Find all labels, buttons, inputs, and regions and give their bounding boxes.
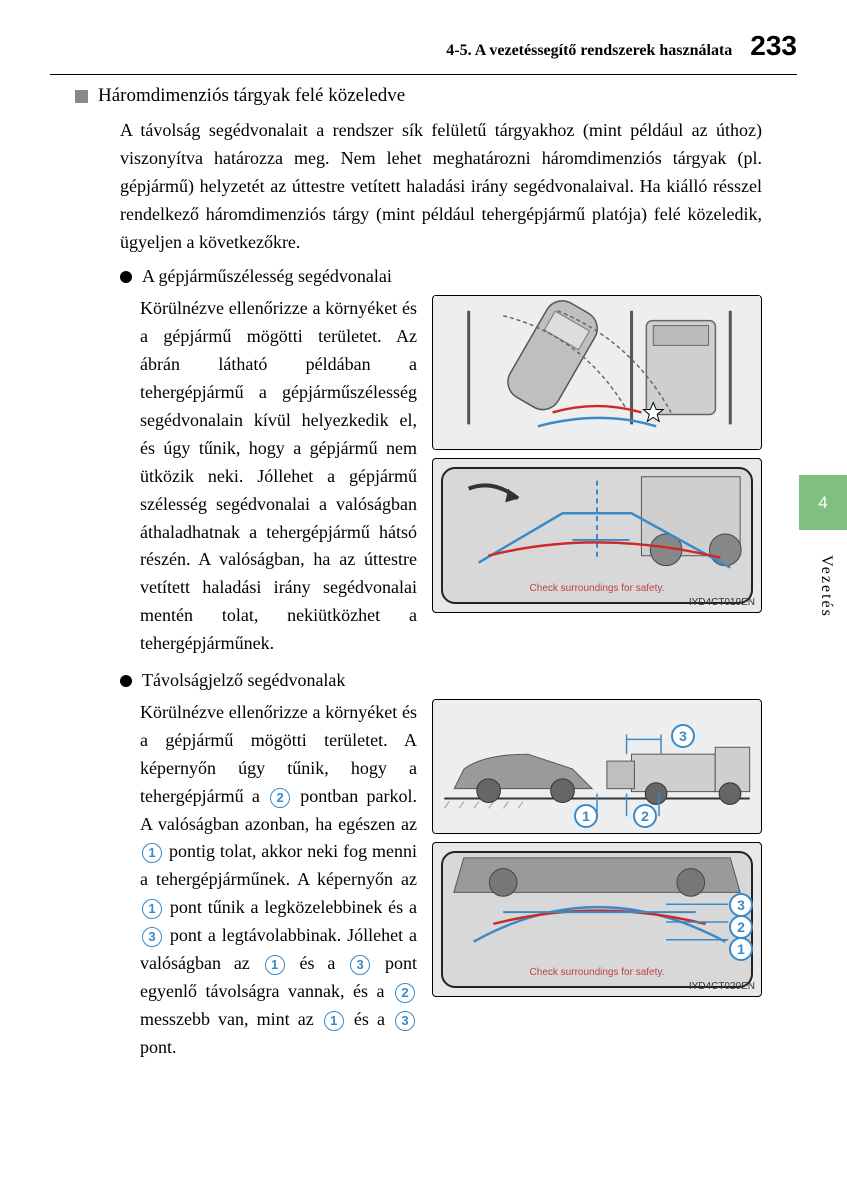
circled-1-icon: 1 bbox=[142, 899, 162, 919]
section-title: Háromdimenziós tárgyak felé közeledve bbox=[98, 85, 405, 107]
square-bullet-icon bbox=[75, 90, 88, 103]
circled-1-icon: 1 bbox=[324, 1011, 344, 1031]
bullet-2-label: Távolságjelző segédvonalak bbox=[142, 670, 345, 691]
figure-2-top: 1 2 3 bbox=[432, 699, 762, 834]
chapter-number: 4 bbox=[818, 493, 827, 513]
para-2: Körülnézve ellenőrizze a környéket és a … bbox=[140, 699, 417, 1062]
callout-2: 2 bbox=[633, 804, 657, 828]
section-breadcrumb: 4-5. A vezetéssegítő rendszerek használa… bbox=[446, 42, 732, 60]
p2-t5: és a bbox=[299, 953, 348, 973]
circled-2-icon: 2 bbox=[395, 983, 415, 1003]
p2-t3: pont tűnik a legközelebbinek és a bbox=[170, 897, 417, 917]
callout-1: 1 bbox=[729, 937, 753, 961]
round-bullet-icon bbox=[120, 675, 132, 687]
bullet-1-label: A gépjárműszélesség segédvonalai bbox=[142, 266, 392, 287]
callout-2: 2 bbox=[729, 915, 753, 939]
parking-topview-diagram bbox=[433, 296, 761, 449]
fig1-safety-text: Check surroundings for safety. bbox=[530, 583, 665, 594]
figure-2-bottom: 3 2 1 Check surroundings for safety. IYD… bbox=[432, 842, 762, 997]
page-header: 4-5. A vezetéssegítő rendszerek használa… bbox=[50, 30, 797, 62]
figure-1-bottom: Check surroundings for safety. IYD4CT019… bbox=[432, 458, 762, 613]
fig2-id: IYD4CT020EN bbox=[689, 981, 755, 992]
circled-3-icon: 3 bbox=[395, 1011, 415, 1031]
para-1: Körülnézve ellenőrizze a környéket és a … bbox=[140, 295, 417, 658]
circled-1-icon: 1 bbox=[142, 843, 162, 863]
section-heading: Háromdimenziós tárgyak felé közeledve bbox=[75, 85, 797, 107]
bullet-item-2: Távolságjelző segédvonalak bbox=[120, 670, 797, 691]
figure-1-top bbox=[432, 295, 762, 450]
fig1-id: IYD4CT019EN bbox=[689, 597, 755, 608]
chapter-tab: 4 bbox=[799, 475, 847, 530]
callout-3: 3 bbox=[671, 724, 695, 748]
p2-t7: messzebb van, mint az bbox=[140, 1009, 322, 1029]
content-row-2: Körülnézve ellenőrizze a környéket és a … bbox=[140, 699, 762, 1062]
page-number: 233 bbox=[750, 30, 797, 62]
circled-2-icon: 2 bbox=[270, 788, 290, 808]
content-row-1: Körülnézve ellenőrizze a környéket és a … bbox=[140, 295, 762, 658]
circled-3-icon: 3 bbox=[350, 955, 370, 975]
circled-3-icon: 3 bbox=[142, 927, 162, 947]
round-bullet-icon bbox=[120, 271, 132, 283]
circled-1-icon: 1 bbox=[265, 955, 285, 975]
header-rule bbox=[50, 74, 797, 75]
page: 4-5. A vezetéssegítő rendszerek használa… bbox=[0, 0, 847, 1200]
callout-3: 3 bbox=[729, 893, 753, 917]
p2-t2: pontig tolat, akkor neki fog menni a teh… bbox=[140, 841, 417, 889]
p2-t9: pont. bbox=[140, 1037, 177, 1057]
fig2-safety-text: Check surroundings for safety. bbox=[530, 967, 665, 978]
callout-1: 1 bbox=[574, 804, 598, 828]
p2-t8: és a bbox=[354, 1009, 393, 1029]
figure-group-2: 1 2 3 bbox=[432, 699, 762, 1062]
bullet-item-1: A gépjárműszélesség segédvonalai bbox=[120, 266, 797, 287]
figure-group-1: Check surroundings for safety. IYD4CT019… bbox=[432, 295, 762, 658]
chapter-label: Vezetés bbox=[817, 555, 835, 618]
intro-paragraph: A távolság segédvonalait a rendszer sík … bbox=[120, 117, 762, 256]
